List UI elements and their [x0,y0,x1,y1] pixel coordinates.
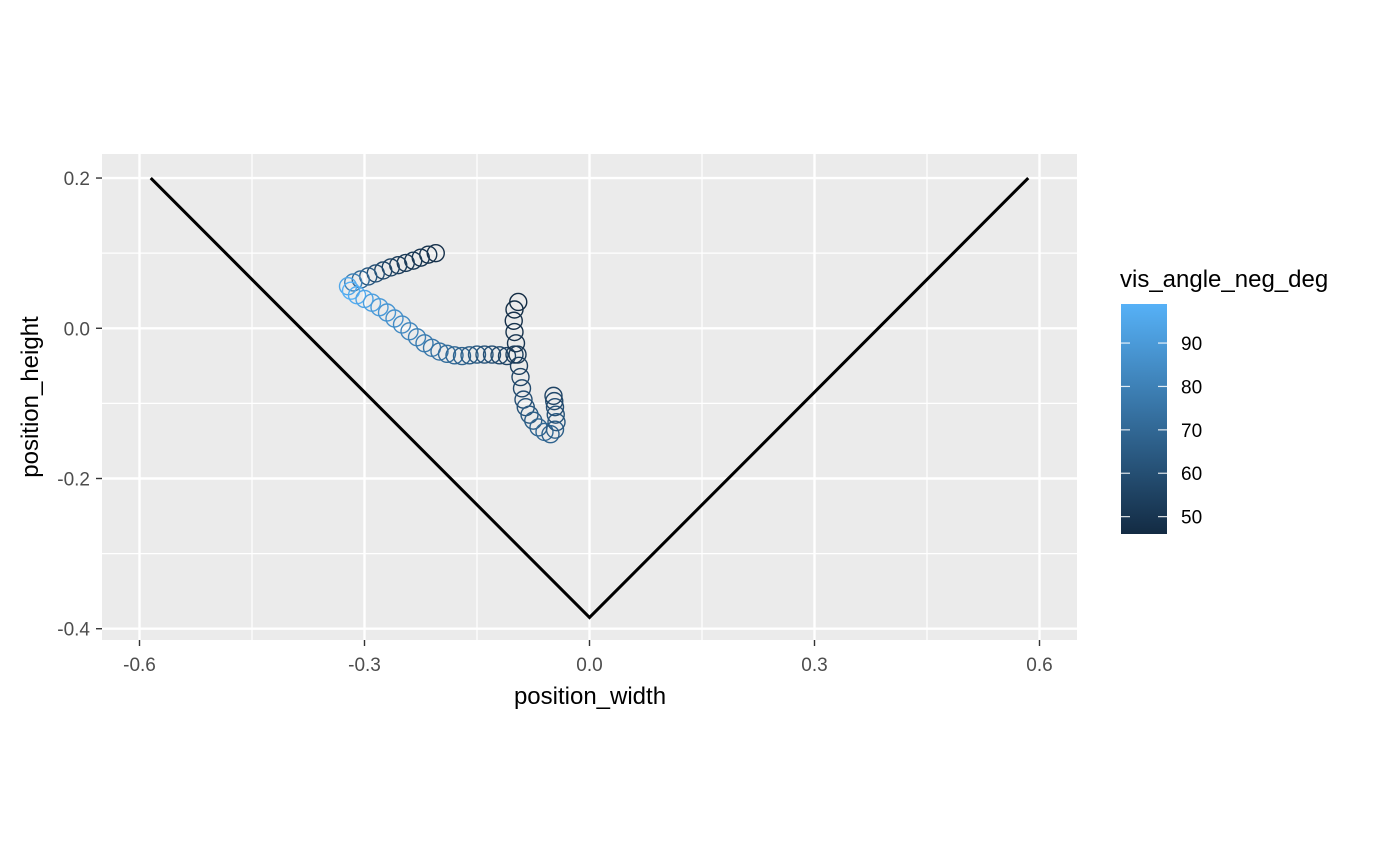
major-gridlines [102,154,1077,640]
data-point [520,405,539,424]
y-tick-label: 0.2 [64,169,90,190]
y-tick-label: -0.4 [57,620,90,641]
y-tick-label: 0.0 [64,319,90,340]
data-point [497,346,517,366]
color-legend: vis_angle_neg_deg 90 80 70 60 50 [1120,266,1328,534]
data-point [511,367,530,387]
data-point [430,342,449,361]
legend-break-label: 90 [1181,334,1202,355]
data-points [338,243,566,444]
legend-break-label: 80 [1181,377,1202,398]
data-point [509,356,529,376]
data-point [392,315,412,334]
x-tick-label: -0.6 [123,655,156,676]
x-axis-title: position_width [514,683,666,710]
legend-break-label: 70 [1181,421,1202,442]
data-point [512,379,532,398]
data-point [504,311,523,330]
data-point [541,424,560,444]
data-point [344,273,363,292]
boundary-line [149,176,1030,620]
data-point [475,345,494,364]
y-axis-ticks: 0.2 0.0 -0.2 -0.4 [57,169,102,641]
data-point [341,281,361,300]
data-point [544,386,563,406]
data-point [505,322,524,342]
data-point [545,397,565,417]
data-point [547,412,566,432]
data-point [460,346,479,365]
data-point [546,405,565,424]
data-point [490,346,509,365]
data-point [505,300,524,319]
data-point [506,334,526,353]
data-point [508,345,527,364]
y-tick-label: -0.2 [57,470,90,491]
data-point [467,345,487,364]
x-tick-label: 0.0 [576,655,602,676]
x-tick-label: 0.3 [801,655,827,676]
legend-break-label: 50 [1181,508,1202,529]
legend-colorbar [1121,304,1167,534]
data-point [452,346,472,366]
legend-break-label: 60 [1181,464,1202,485]
y-axis-title: position_height [17,316,44,478]
data-point [437,344,457,364]
x-axis-ticks: -0.6 -0.3 0.0 0.3 0.6 [123,640,1053,676]
data-point [482,345,502,364]
legend-title: vis_angle_neg_deg [1120,266,1328,293]
data-point [524,411,543,430]
x-tick-label: 0.6 [1026,655,1052,676]
x-tick-label: -0.3 [348,655,381,676]
data-point [545,391,564,411]
data-point [545,420,565,439]
data-point [445,346,464,365]
